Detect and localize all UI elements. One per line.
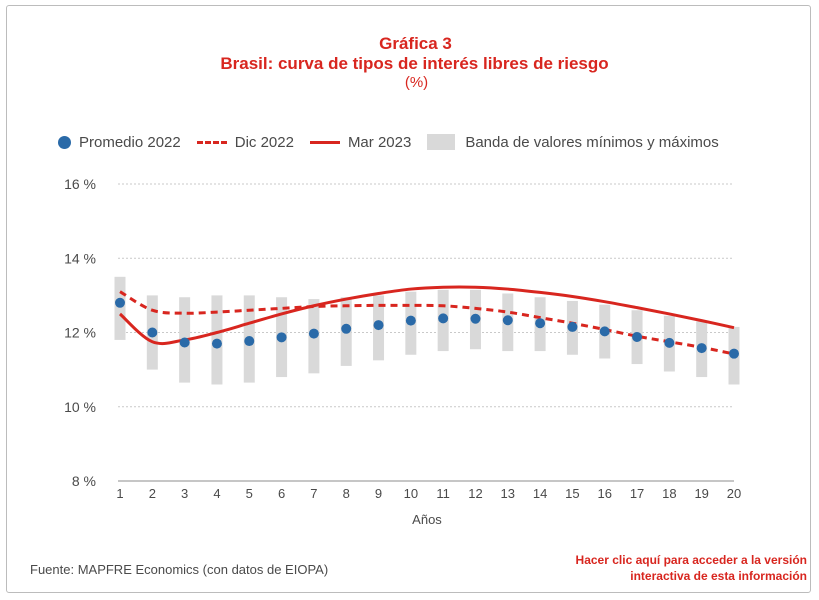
- legend-label-dic: Dic 2022: [234, 133, 294, 151]
- x-tick-label: 8: [343, 486, 350, 501]
- data-point-promedio-2022: [276, 332, 287, 343]
- series-line-mar-2023: [118, 285, 735, 346]
- x-tick-label: 5: [246, 486, 253, 501]
- x-tick-label: 19: [694, 486, 708, 501]
- y-tick-label: 8 %: [72, 473, 96, 489]
- data-point-promedio-2022: [502, 315, 513, 326]
- source-note: Fuente: MAPFRE Economics (con datos de E…: [30, 562, 329, 577]
- legend-dashed-line: [196, 140, 227, 144]
- data-point-promedio-2022: [179, 337, 190, 348]
- link-line-1[interactable]: Hacer clic aquí para acceder a la versió…: [575, 553, 807, 567]
- data-point-promedio-2022: [405, 315, 416, 326]
- x-tick-label: 13: [501, 486, 515, 501]
- x-tick-label: 18: [662, 486, 676, 501]
- band-bar: [114, 276, 126, 340]
- chart-title: Brasil: curva de tipos de interés libres…: [220, 54, 609, 73]
- chart-titles: Gráfica 3 Brasil: curva de tipos de inte…: [0, 34, 819, 92]
- data-point-promedio-2022: [470, 313, 481, 324]
- data-point-promedio-2022: [567, 321, 578, 332]
- data-point-promedio-2022: [696, 343, 707, 354]
- chart-frame: [6, 5, 811, 593]
- data-point-promedio-2022: [632, 331, 643, 342]
- data-point-promedio-2022: [211, 338, 222, 349]
- data-point-promedio-2022: [664, 337, 675, 348]
- x-tick-label: 12: [468, 486, 482, 501]
- x-tick-label: 9: [375, 486, 382, 501]
- legend-label-avg: Promedio 2022: [79, 133, 181, 151]
- x-tick-label: 6: [278, 486, 285, 501]
- interactive-version-link[interactable]: Hacer clic aquí para acceder a la versió…: [576, 552, 807, 584]
- x-tick-label: 16: [598, 486, 612, 501]
- legend-label-mar: Mar 2023: [347, 133, 412, 151]
- x-tick-label: 10: [404, 486, 418, 501]
- legend-item-dic: Dic 2022: [196, 133, 294, 151]
- legend-item-avg: Promedio 2022: [58, 134, 181, 151]
- chart-number: Gráfica 3: [379, 34, 452, 53]
- y-tick-label: 14 %: [64, 250, 96, 266]
- legend: Promedio 2022 Dic 2022 Mar 2023 Banda de…: [58, 131, 735, 153]
- data-point-promedio-2022: [438, 313, 449, 324]
- y-tick-label: 12 %: [64, 325, 96, 341]
- data-point-promedio-2022: [308, 328, 319, 339]
- y-tick-label: 10 %: [64, 399, 96, 415]
- data-point-promedio-2022: [599, 326, 610, 337]
- link-line-2[interactable]: interactiva de esta información: [630, 569, 807, 583]
- x-tick-label: 15: [565, 486, 579, 501]
- legend-solid-line: [309, 140, 340, 144]
- legend-dot-marker: [58, 135, 71, 149]
- legend-item-band: Banda de valores mínimos y máximos: [427, 133, 719, 151]
- data-point-promedio-2022: [147, 327, 158, 338]
- x-tick-label: 3: [181, 486, 188, 501]
- legend-item-mar: Mar 2023: [309, 133, 412, 151]
- x-tick-label: 11: [436, 486, 450, 501]
- data-point-promedio-2022: [729, 348, 739, 359]
- legend-band-swatch: [427, 134, 456, 150]
- chart-unit: (%): [404, 74, 429, 91]
- legend-label-band: Banda de valores mínimos y máximos: [465, 133, 719, 151]
- data-point-promedio-2022: [535, 318, 546, 329]
- data-point-promedio-2022: [373, 320, 384, 331]
- x-axis-label: Años: [412, 512, 442, 527]
- x-tick-label: 2: [149, 486, 156, 501]
- y-tick-label: 16 %: [64, 176, 96, 192]
- data-point-promedio-2022: [244, 336, 255, 347]
- x-tick-label: 20: [727, 486, 741, 501]
- data-point-promedio-2022: [341, 323, 352, 334]
- x-tick-label: 1: [116, 486, 123, 501]
- data-point-promedio-2022: [115, 297, 125, 308]
- x-tick-label: 7: [310, 486, 317, 501]
- x-tick-label: 14: [533, 486, 547, 501]
- x-tick-label: 4: [213, 486, 220, 501]
- x-tick-label: 17: [630, 486, 644, 501]
